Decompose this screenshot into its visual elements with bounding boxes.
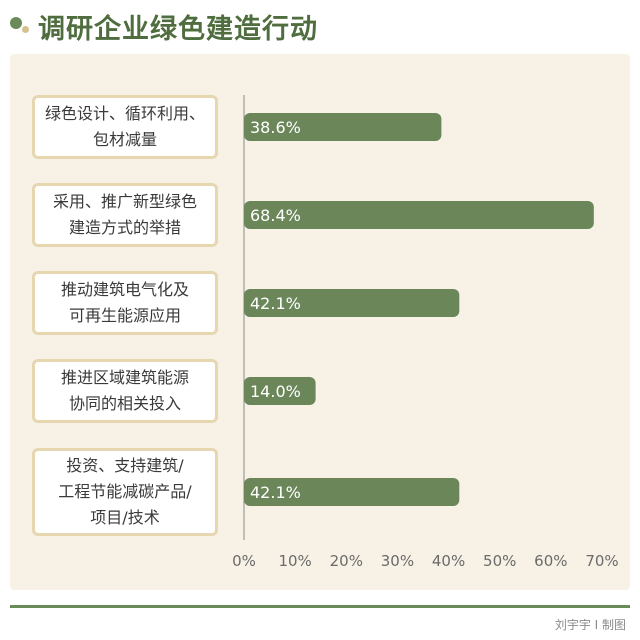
- x-tick-label: 70%: [585, 552, 618, 570]
- chart-title: 调研企业绿色建造行动: [38, 13, 318, 45]
- category-label: 推动建筑电气化及 可再生能源应用: [32, 271, 218, 335]
- x-tick-label: 50%: [483, 552, 516, 570]
- bar-value-label: 68.4%: [250, 206, 301, 225]
- bar: [244, 113, 442, 141]
- bar-value-label: 38.6%: [250, 118, 301, 137]
- x-tick-label: 10%: [278, 552, 311, 570]
- credit-text: 刘宇宇 I 制图: [554, 618, 626, 632]
- bar: [244, 377, 316, 405]
- x-tick-label: 20%: [330, 552, 363, 570]
- x-tick-label: 0%: [232, 552, 256, 570]
- x-tick-label: 60%: [534, 552, 567, 570]
- bar-value-label: 42.1%: [250, 483, 301, 502]
- bar: [244, 289, 460, 317]
- category-label: 投资、支持建筑/工程节能减碳产品/项目/技术: [32, 448, 218, 536]
- bar: [244, 478, 460, 506]
- title-bar: 调研企业绿色建造行动: [10, 6, 318, 46]
- category-label: 采用、推广新型绿色 建造方式的举措: [32, 183, 218, 247]
- title-dots-icon: [10, 15, 32, 37]
- footer-divider: [10, 605, 630, 608]
- category-label: 推进区域建筑能源 协同的相关投入: [32, 359, 218, 423]
- bar: [244, 201, 594, 229]
- x-tick-label: 30%: [381, 552, 414, 570]
- bar-value-label: 42.1%: [250, 294, 301, 313]
- x-tick-label: 40%: [432, 552, 465, 570]
- bar-value-label: 14.0%: [250, 382, 301, 401]
- category-label: 绿色设计、循环利用、 包材减量: [32, 95, 218, 159]
